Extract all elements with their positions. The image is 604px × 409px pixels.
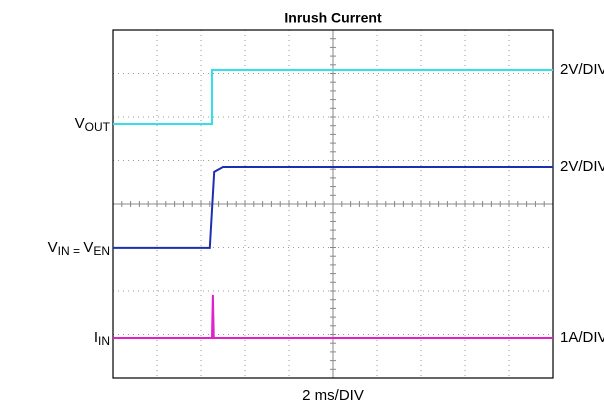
channel-label-part: V	[48, 239, 58, 256]
channel-label-part: V	[83, 239, 93, 256]
trace	[113, 166, 553, 249]
scale-label: 1A/DIV	[560, 329, 604, 346]
channel-label-part: IN	[98, 334, 110, 348]
trace	[113, 294, 553, 339]
plot-frame	[112, 29, 554, 379]
scale-label: 2V/DIV	[560, 61, 604, 78]
trace	[113, 69, 553, 125]
channel-label: VIN = VEN	[48, 239, 110, 258]
channel-label-part: =	[70, 244, 84, 258]
channel-label: IIN	[94, 329, 110, 348]
channel-label-part: IN	[58, 244, 70, 258]
channel-label-part: OUT	[85, 120, 111, 134]
channel-label-part: EN	[93, 244, 110, 258]
chart-title: Inrush Current	[284, 10, 382, 26]
x-axis-label: 2 ms/DIV	[302, 387, 364, 404]
channel-label-part: V	[75, 115, 85, 132]
channel-label-part: I	[94, 329, 98, 346]
scale-label: 2V/DIV	[560, 158, 604, 175]
channel-label: VOUT	[75, 115, 111, 134]
